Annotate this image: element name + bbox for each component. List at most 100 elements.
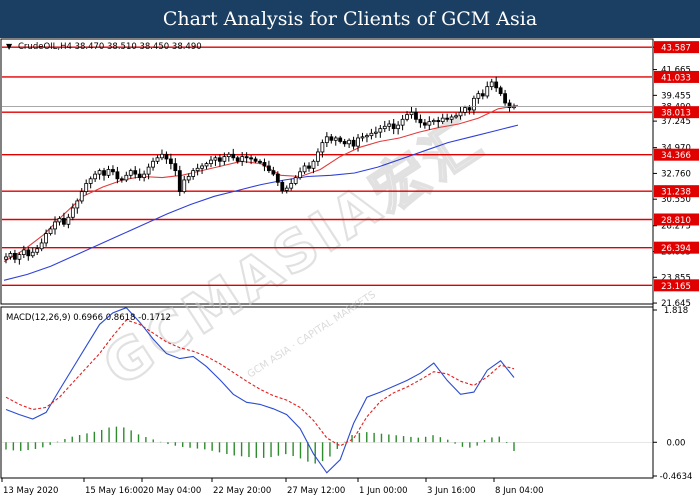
current-price-tag [654, 100, 699, 112]
candle-up [142, 173, 147, 179]
candle-up [209, 159, 213, 165]
ohlc-readout: CrudeOIL,H4 38.470 38.510 38.450 38.490 [18, 42, 202, 52]
candle-up [191, 170, 196, 177]
candle-up [440, 117, 445, 123]
candle-up [378, 128, 383, 133]
level-tag-label-3: 34.366 [661, 151, 691, 161]
candle-down [507, 102, 512, 109]
candle-down [168, 158, 173, 165]
candle-down [262, 162, 267, 167]
chart-frame: GCMASIA宏汇 GCM ASIA · CAPITAL MARKETS 43.… [0, 38, 700, 500]
candle-down [253, 158, 258, 162]
ema-blue-line [3, 124, 519, 281]
candle-down [137, 173, 142, 179]
candle-up [35, 248, 40, 253]
candle-down [498, 87, 503, 95]
time-label-3: 22 May 20:00 [213, 486, 271, 496]
candle-up [431, 120, 436, 123]
candle-down [267, 165, 271, 172]
candle-up [182, 179, 187, 193]
price-tick-label-10: 21.645 [661, 299, 691, 309]
candle-up [458, 111, 463, 117]
candle-up [476, 93, 481, 99]
collapse-triangle-icon[interactable]: ▼ [6, 42, 13, 51]
candle-down [26, 249, 31, 257]
candle-up [155, 157, 160, 162]
candle-down [391, 123, 396, 130]
candle-up [57, 218, 62, 223]
candle-up [409, 111, 414, 116]
candle-down [119, 178, 124, 181]
candle-down [235, 157, 240, 162]
candle-up [289, 183, 294, 189]
level-tag-1 [654, 70, 699, 83]
time-label-6: 3 Jun 16:00 [427, 486, 476, 496]
candle-up [284, 187, 289, 191]
candle-down [418, 118, 423, 124]
candle-up [360, 136, 365, 139]
candle-up [333, 137, 338, 141]
macd-panel-border [0, 306, 654, 479]
candle-up [70, 207, 75, 218]
candle-up [320, 142, 325, 153]
price-tick-label-6: 30.550 [661, 195, 691, 205]
price-tick-label-9: 23.855 [661, 273, 691, 283]
candle-up [222, 156, 227, 162]
price-tick-label-4: 34.970 [661, 144, 691, 154]
candle-up [128, 170, 133, 176]
candle-up [387, 123, 392, 127]
price-tick-label-7: 28.275 [661, 222, 691, 232]
candle-up [347, 139, 352, 145]
price-tick-label-5: 32.760 [661, 169, 691, 179]
candle-down [307, 165, 311, 169]
level-tag-0 [654, 41, 699, 54]
candle-down [13, 253, 17, 260]
candle-up [356, 137, 360, 147]
level-tag-label-1: 41.033 [661, 73, 691, 83]
level-tag-label-2: 38.013 [661, 109, 691, 119]
title-banner [0, 0, 700, 38]
candle-up [97, 170, 102, 175]
candle-up [93, 173, 98, 180]
candle-up [124, 174, 129, 181]
candle-down [62, 218, 66, 225]
candle-up [79, 191, 84, 202]
candle-up [373, 131, 378, 134]
candle-up [240, 156, 245, 162]
candle-up [48, 228, 53, 235]
candle-up [316, 151, 320, 162]
level-tag-label-7: 23.165 [661, 282, 691, 292]
candle-down [271, 170, 276, 175]
candle-up [302, 165, 307, 173]
time-label-7: 8 Jun 04:00 [495, 486, 544, 496]
time-axis: 13 May 2020 15 May 16:00 20 May 04:00 22 Ma… [1, 478, 544, 496]
price-tick-label-1: 41.665 [661, 66, 691, 76]
price-tick-label-2: 39.455 [661, 91, 691, 101]
ema-red-line [3, 104, 519, 263]
candle-up [382, 125, 387, 130]
candle-down [467, 107, 472, 111]
macd-signal-line [5, 319, 515, 447]
price-tick-label-3: 37.245 [661, 117, 691, 127]
candle-up [195, 167, 200, 172]
candle-down [244, 156, 249, 159]
candle-up [17, 254, 22, 260]
time-label-2: 20 May 04:00 [143, 486, 201, 496]
level-tag-label-0: 43.587 [661, 44, 691, 54]
candle-up [485, 86, 490, 97]
candle-up [324, 136, 329, 144]
candle-down [338, 137, 343, 142]
candles [4, 76, 516, 265]
candle-down [133, 170, 138, 175]
candle-down [258, 160, 262, 163]
candle-up [151, 160, 155, 168]
candle-down [445, 117, 450, 120]
candle-down [102, 170, 106, 176]
macd-tick-label-1: 0.00 [667, 438, 686, 448]
candle-up [204, 163, 209, 167]
candle-up [186, 176, 191, 181]
candle-up [427, 121, 432, 126]
candle-up [160, 153, 164, 159]
candle-up [53, 221, 57, 230]
candle-up [489, 81, 494, 88]
